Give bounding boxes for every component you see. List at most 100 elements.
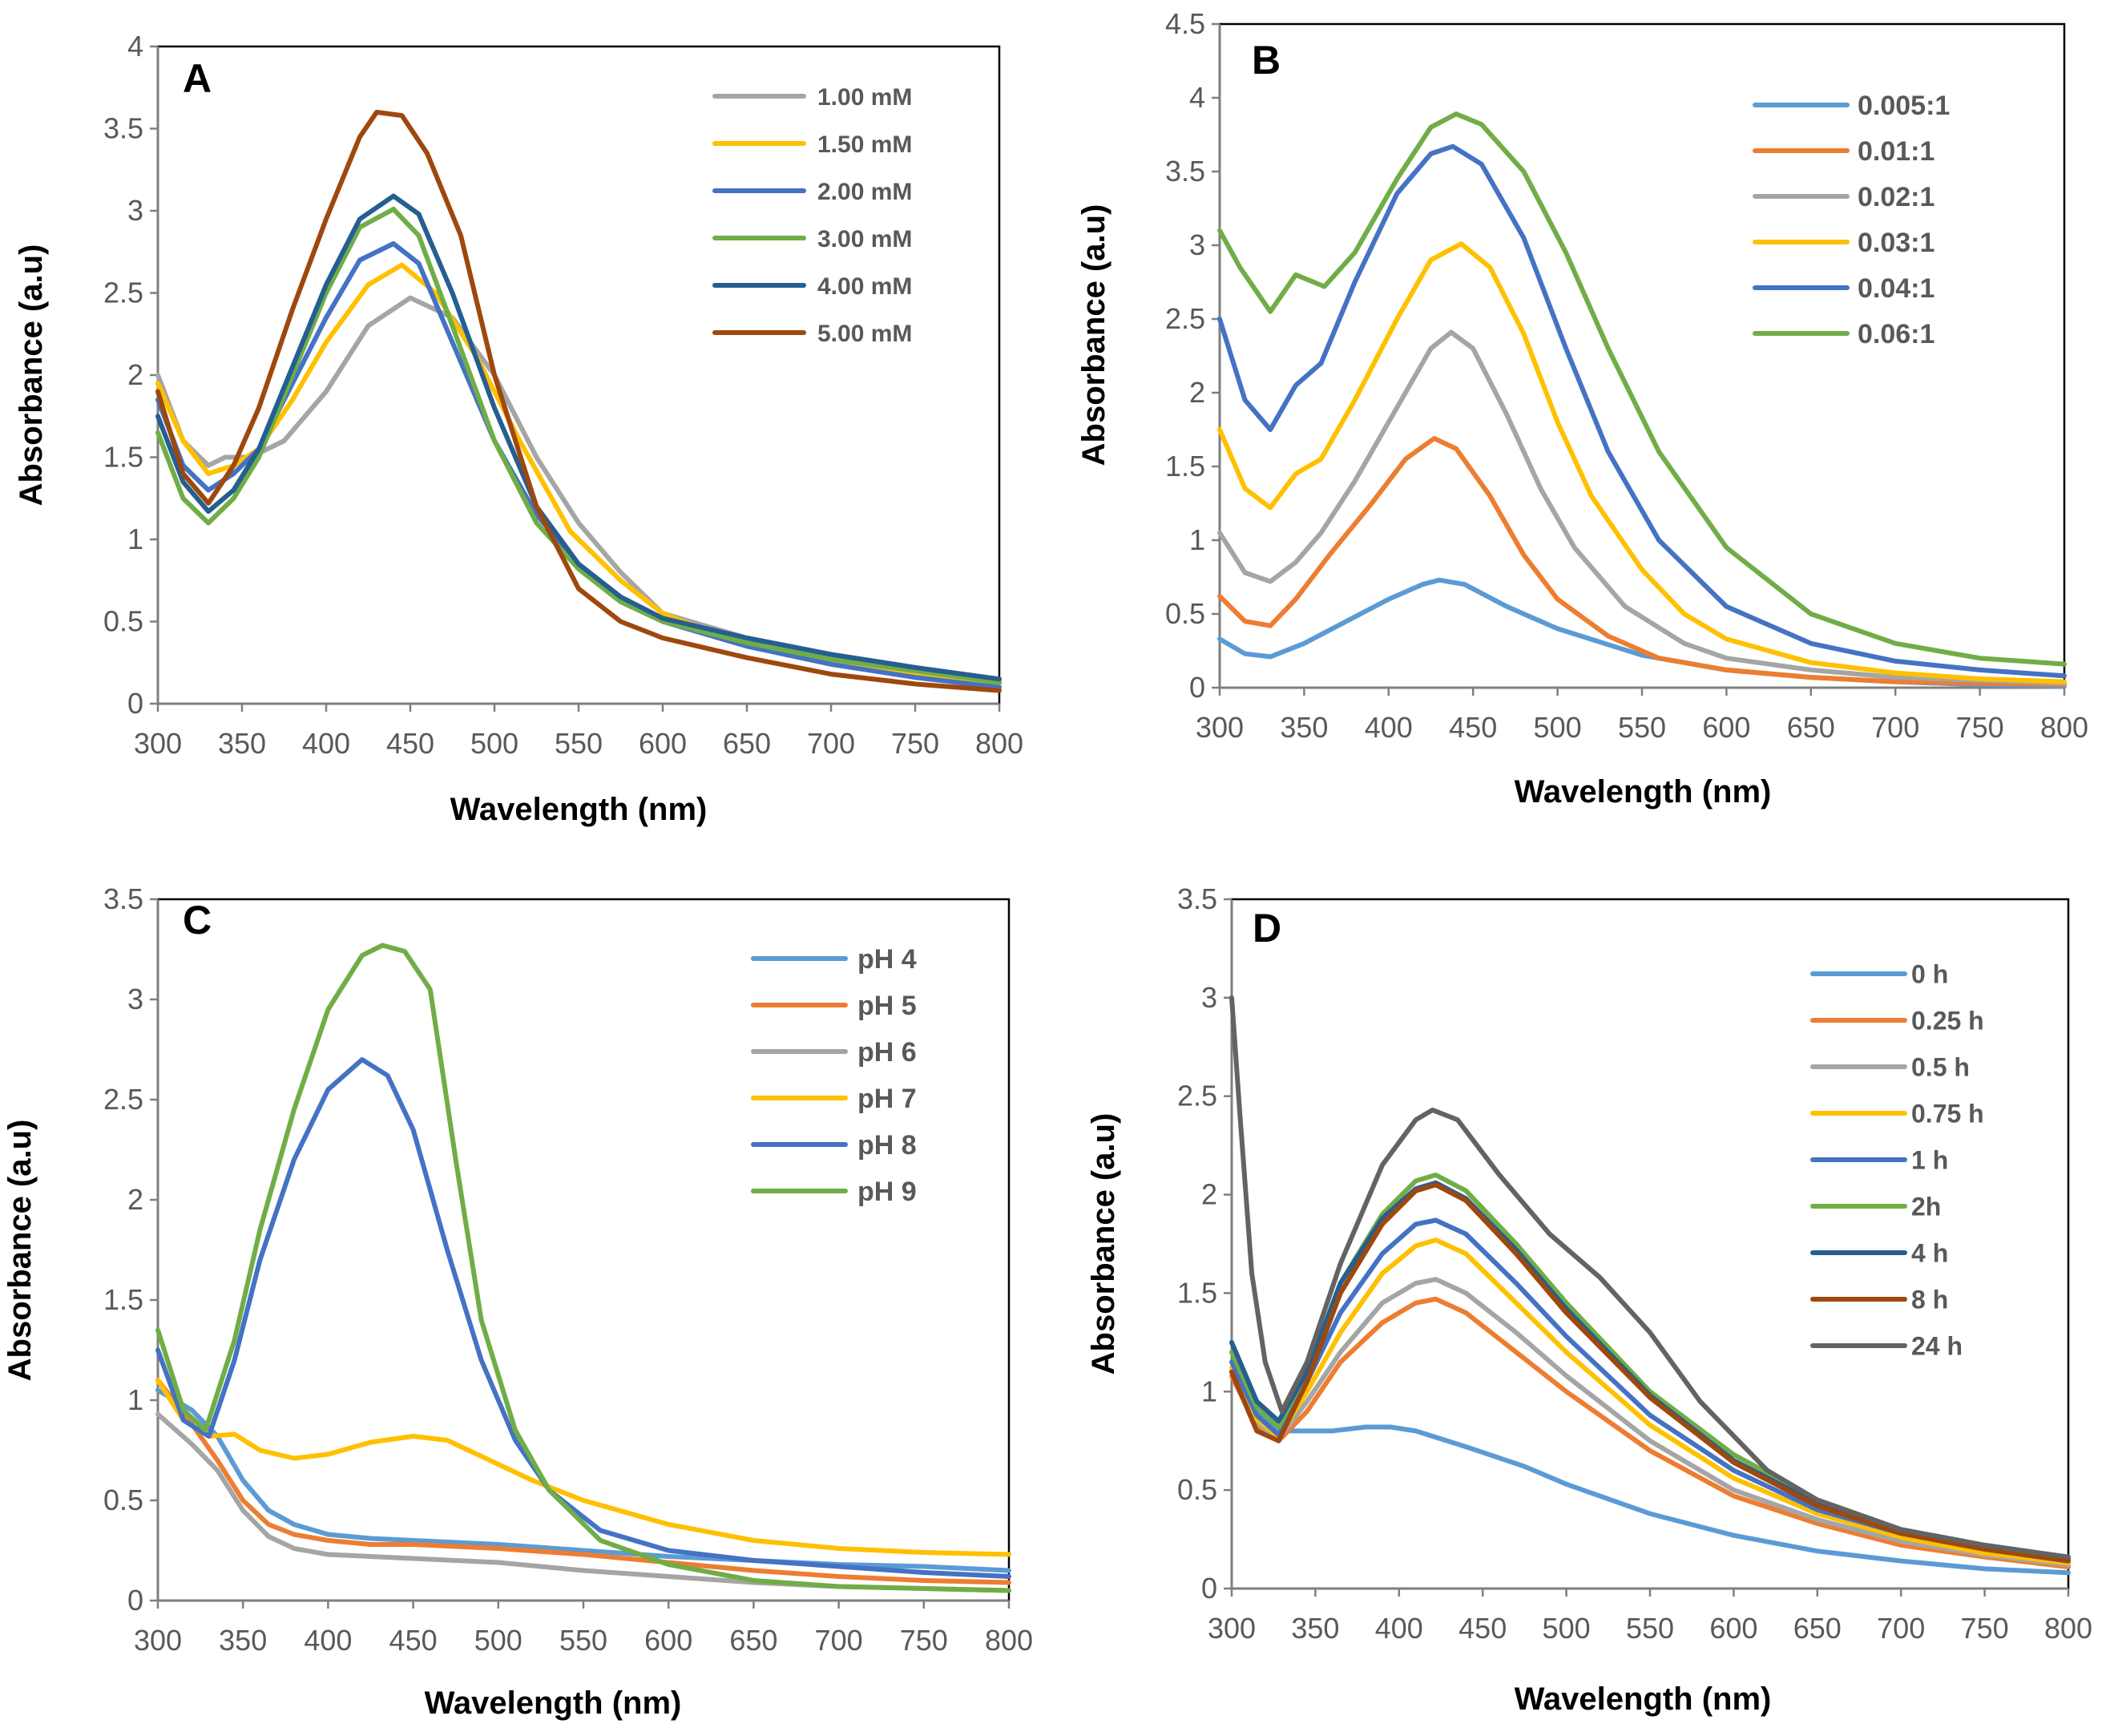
y-tick-label: 1 — [1189, 523, 1205, 556]
y-tick-label: 2.5 — [103, 277, 143, 309]
panel-label: C — [183, 898, 212, 943]
x-tick-label: 650 — [723, 727, 771, 760]
panel-label: B — [1252, 38, 1281, 83]
series-line — [155, 193, 1002, 682]
legend-label: 0.03:1 — [1858, 228, 1935, 258]
series-group — [1229, 995, 2071, 1576]
legend-label: 0.06:1 — [1858, 319, 1935, 349]
x-tick-label: 800 — [2040, 711, 2088, 744]
x-tick-label: 500 — [470, 727, 518, 760]
y-tick-label: 3.5 — [1165, 155, 1205, 188]
x-tick-label: 500 — [1543, 1612, 1591, 1645]
panel-c: 0 0.5 1 1.5 2 2.5 3 3.5 300 350 400 450 500 550 600 650… — [2, 882, 1033, 1721]
legend-label: 1.00 mM — [817, 84, 912, 111]
x-tick-label: 550 — [1626, 1612, 1674, 1645]
series-line — [1217, 241, 2067, 684]
x-tick-label: 600 — [644, 1624, 692, 1657]
legend-label: 24 h — [1911, 1332, 1963, 1361]
series-group — [155, 110, 1002, 693]
plot-frame — [1218, 22, 2066, 689]
series-line — [1217, 143, 2067, 679]
panel-label: D — [1253, 906, 1281, 951]
y-tick-label: 0.5 — [1177, 1473, 1217, 1506]
series-line — [155, 295, 1002, 682]
series-line — [1217, 577, 2067, 689]
x-tick-label: 450 — [389, 1624, 438, 1657]
series-group — [155, 943, 1011, 1593]
legend-label: 0.25 h — [1911, 1007, 1984, 1036]
legend-label: 1 h — [1911, 1146, 1948, 1175]
y-tick-label: 1.5 — [1177, 1276, 1217, 1309]
legend-label: 4.00 mM — [817, 273, 912, 300]
x-tick-label: 600 — [1709, 1612, 1757, 1645]
y-tick-label: 1.5 — [103, 1283, 143, 1316]
y-tick-label: 0.5 — [103, 605, 143, 638]
y-tick-label: 2 — [1201, 1178, 1217, 1211]
x-tick-label: 450 — [1449, 711, 1497, 744]
series-line — [155, 241, 1002, 690]
legend-label: pH 7 — [857, 1084, 917, 1114]
panel-label: A — [183, 56, 212, 101]
legend-label: pH 4 — [857, 944, 917, 975]
x-tick-label: 700 — [1877, 1612, 1925, 1645]
series-line — [155, 110, 1002, 693]
y-tick-label: 3.5 — [103, 112, 143, 145]
x-tick-label: 550 — [555, 727, 603, 760]
x-tick-label: 400 — [302, 727, 350, 760]
y-tick-label: 4 — [1189, 81, 1205, 114]
x-tick-label: 300 — [1208, 1612, 1256, 1645]
x-tick-label: 500 — [1534, 711, 1582, 744]
legend-label: 0.75 h — [1911, 1100, 1984, 1128]
legend-label: 0.5 h — [1911, 1053, 1970, 1082]
x-tick-label: 650 — [1787, 711, 1835, 744]
y-tick-label: 0.5 — [103, 1484, 143, 1516]
x-tick-label: 400 — [1365, 711, 1413, 744]
x-tick-label: 300 — [1196, 711, 1244, 744]
y-tick-label: 3.5 — [1177, 882, 1217, 915]
x-axis-title: Wavelength (nm) — [1515, 774, 1772, 809]
y-axis-title: Absorbance (a.u) — [1076, 204, 1111, 466]
x-tick-label: 800 — [985, 1624, 1033, 1657]
x-tick-label: 750 — [891, 727, 939, 760]
x-tick-label: 400 — [304, 1624, 352, 1657]
y-tick-label: 1 — [1201, 1375, 1217, 1407]
series-line — [1229, 1182, 2071, 1564]
legend-label: 0.04:1 — [1858, 273, 1935, 304]
x-tick-label: 450 — [1458, 1612, 1507, 1645]
y-tick-label: 2.5 — [103, 1083, 143, 1116]
x-tick-label: 350 — [218, 727, 266, 760]
y-tick-label: 1 — [127, 1383, 143, 1416]
y-tick-label: 2.5 — [1177, 1080, 1217, 1112]
x-tick-label: 700 — [1871, 711, 1919, 744]
legend-label: pH 8 — [857, 1130, 917, 1161]
legend-label: 0 h — [1911, 960, 1948, 989]
legend-label: 2.00 mM — [817, 179, 912, 205]
y-axis-title: Absorbance (a.u) — [1086, 1113, 1121, 1375]
series-line — [1217, 436, 2067, 688]
x-tick-label: 350 — [1280, 711, 1328, 744]
legend-label: 0.01:1 — [1858, 136, 1935, 167]
legend-label: 1.50 mM — [817, 131, 912, 158]
y-tick-label: 2.5 — [1165, 302, 1205, 335]
legend-label: pH 6 — [857, 1037, 917, 1068]
y-tick-label: 3 — [127, 983, 143, 1015]
legend: 0.005:1 0.01:1 0.02:1 0.03:1 0.04:1 0.06:1 — [1753, 91, 1950, 349]
panel-a: 0 0.5 1 1.5 2 2.5 3 3.5 4 300 350 400 450 500 550 600 65… — [14, 30, 1023, 827]
x-tick-label: 300 — [134, 1624, 182, 1657]
y-tick-label: 3 — [1189, 228, 1205, 261]
y-tick-label: 3 — [127, 194, 143, 227]
x-tick-label: 650 — [729, 1624, 777, 1657]
series-line — [155, 1378, 1011, 1557]
x-tick-label: 700 — [807, 727, 855, 760]
series-line — [155, 1057, 1011, 1579]
x-tick-label: 550 — [1618, 711, 1666, 744]
x-axis-title: Wavelength (nm) — [425, 1686, 682, 1721]
series-line — [1229, 1277, 2071, 1568]
y-tick-label: 1.5 — [103, 441, 143, 474]
x-axis-title: Wavelength (nm) — [1515, 1681, 1772, 1717]
legend-label: pH 9 — [857, 1177, 917, 1207]
x-tick-label: 350 — [1291, 1612, 1339, 1645]
x-tick-label: 600 — [639, 727, 687, 760]
y-tick-label: 3.5 — [103, 882, 143, 915]
